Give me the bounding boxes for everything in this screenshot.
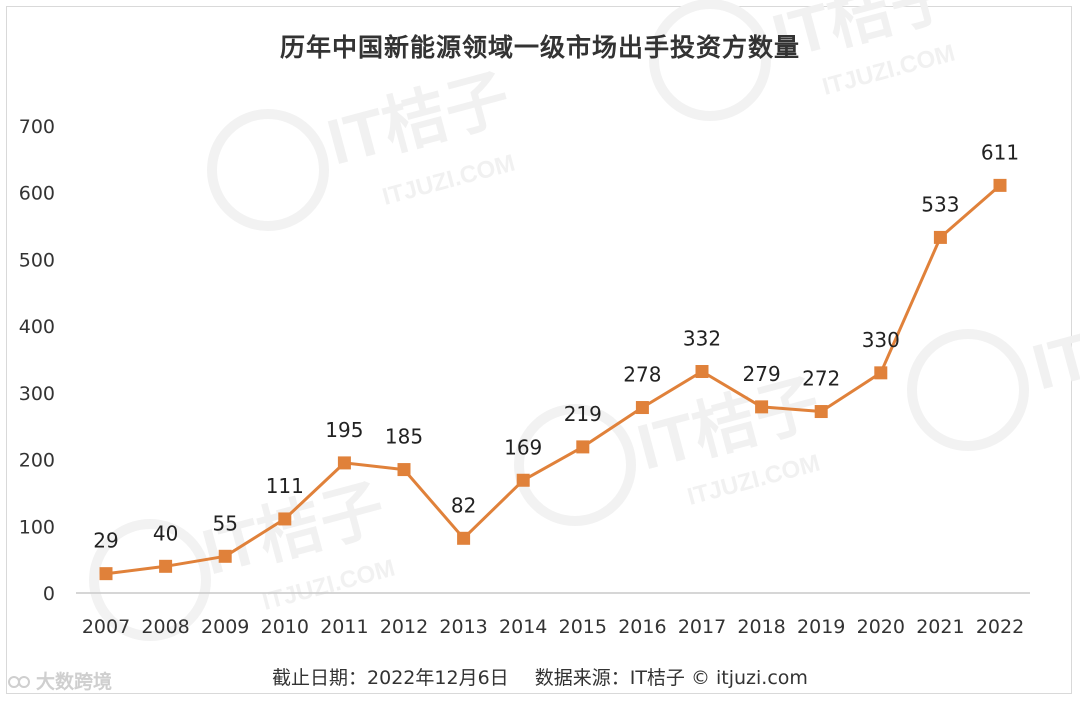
y-tick-label: 0: [43, 583, 55, 605]
data-label: 185: [385, 425, 423, 449]
data-point-marker: [398, 463, 411, 476]
data-label: 82: [451, 493, 476, 517]
data-label: 533: [921, 192, 959, 216]
data-label: 272: [802, 367, 840, 391]
data-label: 219: [564, 402, 602, 426]
data-labels: 29 40 55 111 195 185 82 169 219 278 332 279 272 330 53…: [93, 140, 1019, 552]
y-axis-tick-labels: 0 100 200 300 400 500 600 700: [19, 116, 55, 605]
x-tick-label: 2011: [320, 616, 368, 638]
footer-note: 截止日期：2022年12月6日 数据来源：IT桔子 © itjuzi.com: [0, 663, 1080, 690]
data-point-marker: [755, 400, 768, 413]
footer-date: 截止日期：2022年12月6日: [272, 667, 509, 689]
data-point-marker: [636, 401, 649, 414]
y-tick-label: 200: [19, 450, 55, 472]
footer-source: 数据来源：IT桔子 © itjuzi.com: [535, 667, 808, 689]
data-point-marker: [100, 567, 113, 580]
y-tick-label: 300: [19, 383, 55, 405]
data-point-marker: [338, 456, 351, 469]
x-tick-label: 2016: [618, 616, 666, 638]
data-label: 55: [212, 511, 237, 535]
data-label: 40: [153, 521, 178, 545]
data-label: 611: [981, 140, 1019, 164]
data-point-marker: [159, 560, 172, 573]
data-point-marker: [517, 474, 530, 487]
data-point-marker: [576, 440, 589, 453]
x-tick-label: 2013: [439, 616, 487, 638]
x-tick-label: 2007: [82, 616, 130, 638]
data-point-marker: [278, 512, 291, 525]
y-tick-label: 500: [19, 249, 55, 271]
y-tick-label: 100: [19, 516, 55, 538]
data-label: 195: [325, 418, 363, 442]
x-tick-label: 2015: [559, 616, 607, 638]
y-tick-label: 400: [19, 316, 55, 338]
x-tick-label: 2018: [737, 616, 785, 638]
x-tick-label: 2010: [261, 616, 309, 638]
x-tick-label: 2008: [141, 616, 189, 638]
data-point-marker: [457, 532, 470, 545]
x-tick-label: 2012: [380, 616, 428, 638]
data-label: 29: [93, 529, 118, 553]
data-point-marker: [696, 365, 709, 378]
data-point-marker: [994, 179, 1007, 192]
x-tick-label: 2022: [976, 616, 1024, 638]
data-point-marker: [219, 550, 232, 563]
data-label: 330: [862, 328, 900, 352]
x-tick-label: 2014: [499, 616, 547, 638]
x-tick-label: 2020: [857, 616, 905, 638]
x-axis-tick-labels: 2007 2008 2009 2010 2011 2012 2013 2014 2015 2016…: [82, 616, 1024, 638]
x-tick-label: 2017: [678, 616, 726, 638]
y-tick-label: 600: [19, 183, 55, 205]
data-point-marker: [874, 366, 887, 379]
data-label: 278: [623, 363, 661, 387]
x-tick-label: 2021: [916, 616, 964, 638]
data-label: 332: [683, 327, 721, 351]
y-tick-label: 700: [19, 116, 55, 138]
data-point-marker: [815, 405, 828, 418]
x-tick-label: 2019: [797, 616, 845, 638]
data-label: 279: [743, 362, 781, 386]
x-tick-label: 2009: [201, 616, 249, 638]
data-label: 169: [504, 435, 542, 459]
data-label: 111: [266, 474, 304, 498]
series-line: [106, 185, 1000, 573]
data-point-marker: [934, 231, 947, 244]
